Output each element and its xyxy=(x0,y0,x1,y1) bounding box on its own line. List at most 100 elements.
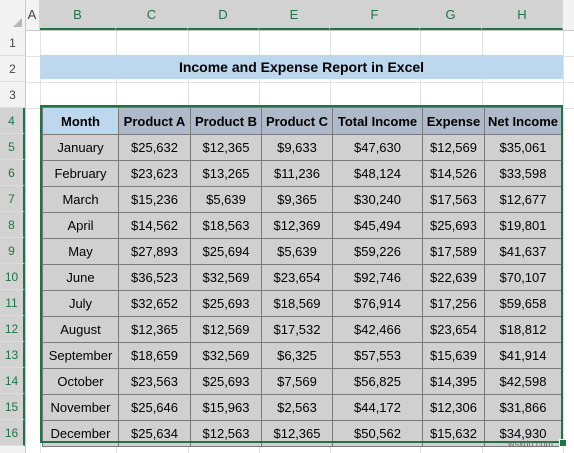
header-net-income[interactable]: Net Income xyxy=(484,107,562,135)
cell-product-c[interactable]: $18,569 xyxy=(261,290,333,317)
row-header-2[interactable]: 2 xyxy=(0,56,25,82)
cell-month[interactable]: October xyxy=(42,368,119,395)
row-header-9[interactable]: 9 xyxy=(0,238,25,264)
cell-month[interactable]: May xyxy=(42,238,119,265)
cell-total-income[interactable]: $57,553 xyxy=(332,342,423,369)
cell-expense[interactable]: $22,639 xyxy=(422,264,485,291)
cell-month[interactable]: March xyxy=(42,186,119,213)
row-header-12[interactable]: 12 xyxy=(0,316,25,342)
cell-product-a[interactable]: $15,236 xyxy=(118,186,191,213)
cell-expense[interactable]: $25,693 xyxy=(422,212,485,239)
row-header-3[interactable]: 3 xyxy=(0,82,25,108)
row-header-8[interactable]: 8 xyxy=(0,212,25,238)
cell-net-income[interactable]: $59,658 xyxy=(484,290,562,317)
cell-net-income[interactable]: $31,866 xyxy=(484,394,562,421)
cell-month[interactable]: April xyxy=(42,212,119,239)
report-title-cell[interactable]: Income and Expense Report in Excel xyxy=(40,55,563,79)
row-header-10[interactable]: 10 xyxy=(0,264,25,290)
cell-product-a[interactable]: $32,652 xyxy=(118,290,191,317)
row-header-5[interactable]: 5 xyxy=(0,134,25,160)
cell-total-income[interactable]: $59,226 xyxy=(332,238,423,265)
row-header-7[interactable]: 7 xyxy=(0,186,25,212)
cell-expense[interactable]: $17,563 xyxy=(422,186,485,213)
cell-product-c[interactable]: $9,365 xyxy=(261,186,333,213)
cell-product-b[interactable]: $18,563 xyxy=(190,212,262,239)
column-header-d[interactable]: D xyxy=(188,0,259,30)
select-all-button[interactable] xyxy=(0,0,26,30)
cell-product-a[interactable]: $36,523 xyxy=(118,264,191,291)
cell-total-income[interactable]: $50,562 xyxy=(332,420,423,447)
cell-total-income[interactable]: $48,124 xyxy=(332,160,423,187)
cell-total-income[interactable]: $76,914 xyxy=(332,290,423,317)
column-header-g[interactable]: G xyxy=(420,0,482,30)
cell-net-income[interactable]: $33,598 xyxy=(484,160,562,187)
cell-product-b[interactable]: $15,963 xyxy=(190,394,262,421)
cell-product-b[interactable]: $12,563 xyxy=(190,420,262,447)
cell-product-c[interactable]: $2,563 xyxy=(261,394,333,421)
cell-net-income[interactable]: $18,812 xyxy=(484,316,562,343)
fill-handle[interactable] xyxy=(559,439,567,447)
cell-month[interactable]: November xyxy=(42,394,119,421)
header-product-b[interactable]: Product B xyxy=(190,107,262,135)
cell-product-b[interactable]: $32,569 xyxy=(190,342,262,369)
cell-expense[interactable]: $14,526 xyxy=(422,160,485,187)
cell-total-income[interactable]: $30,240 xyxy=(332,186,423,213)
cell-expense[interactable]: $17,589 xyxy=(422,238,485,265)
cell-net-income[interactable]: $19,801 xyxy=(484,212,562,239)
cell-net-income[interactable]: $41,637 xyxy=(484,238,562,265)
cell-net-income[interactable]: $42,598 xyxy=(484,368,562,395)
cell-total-income[interactable]: $56,825 xyxy=(332,368,423,395)
header-month[interactable]: Month xyxy=(42,107,119,135)
row-header-6[interactable]: 6 xyxy=(0,160,25,186)
cell-product-c[interactable]: $6,325 xyxy=(261,342,333,369)
header-total-income[interactable]: Total Income xyxy=(332,107,423,135)
cell-expense[interactable]: $23,654 xyxy=(422,316,485,343)
cell-product-b[interactable]: $25,693 xyxy=(190,368,262,395)
row-header-16[interactable]: 16 xyxy=(0,420,25,446)
cell-total-income[interactable]: $92,746 xyxy=(332,264,423,291)
cell-product-a[interactable]: $23,623 xyxy=(118,160,191,187)
column-header-c[interactable]: C xyxy=(116,0,188,30)
cell-month[interactable]: June xyxy=(42,264,119,291)
cell-expense[interactable]: $12,306 xyxy=(422,394,485,421)
header-expense[interactable]: Expense xyxy=(422,107,485,135)
cell-product-c[interactable]: $12,369 xyxy=(261,212,333,239)
cell-total-income[interactable]: $44,172 xyxy=(332,394,423,421)
row-header-14[interactable]: 14 xyxy=(0,368,25,394)
cell-net-income[interactable]: $70,107 xyxy=(484,264,562,291)
cell-month[interactable]: August xyxy=(42,316,119,343)
column-header-e[interactable]: E xyxy=(259,0,330,30)
cell-total-income[interactable]: $47,630 xyxy=(332,134,423,161)
column-header-b[interactable]: B xyxy=(40,0,116,30)
cell-net-income[interactable]: $41,914 xyxy=(484,342,562,369)
row-header-1[interactable]: 1 xyxy=(0,30,25,56)
cell-product-a[interactable]: $23,563 xyxy=(118,368,191,395)
cell-product-a[interactable]: $12,365 xyxy=(118,316,191,343)
cell-product-b[interactable]: $5,639 xyxy=(190,186,262,213)
cell-expense[interactable]: $15,639 xyxy=(422,342,485,369)
cell-expense[interactable]: $15,632 xyxy=(422,420,485,447)
cell-product-c[interactable]: $23,654 xyxy=(261,264,333,291)
cell-product-b[interactable]: $12,569 xyxy=(190,316,262,343)
cell-product-b[interactable]: $25,694 xyxy=(190,238,262,265)
cell-month[interactable]: January xyxy=(42,134,119,161)
column-header-f[interactable]: F xyxy=(330,0,420,30)
cell-product-c[interactable]: $17,532 xyxy=(261,316,333,343)
cell-total-income[interactable]: $45,494 xyxy=(332,212,423,239)
cell-month[interactable]: February xyxy=(42,160,119,187)
row-header-13[interactable]: 13 xyxy=(0,342,25,368)
cell-expense[interactable]: $17,256 xyxy=(422,290,485,317)
row-header-4[interactable]: 4 xyxy=(0,108,25,134)
column-header-h[interactable]: H xyxy=(482,0,563,30)
cell-product-a[interactable]: $25,646 xyxy=(118,394,191,421)
cell-product-c[interactable]: $12,365 xyxy=(261,420,333,447)
cell-product-b[interactable]: $32,569 xyxy=(190,264,262,291)
cell-month[interactable]: July xyxy=(42,290,119,317)
cell-month[interactable]: December xyxy=(42,420,119,447)
cell-expense[interactable]: $14,395 xyxy=(422,368,485,395)
cell-product-a[interactable]: $25,634 xyxy=(118,420,191,447)
cell-product-c[interactable]: $5,639 xyxy=(261,238,333,265)
cell-product-c[interactable]: $7,569 xyxy=(261,368,333,395)
cell-month[interactable]: September xyxy=(42,342,119,369)
cell-net-income[interactable]: $12,677 xyxy=(484,186,562,213)
